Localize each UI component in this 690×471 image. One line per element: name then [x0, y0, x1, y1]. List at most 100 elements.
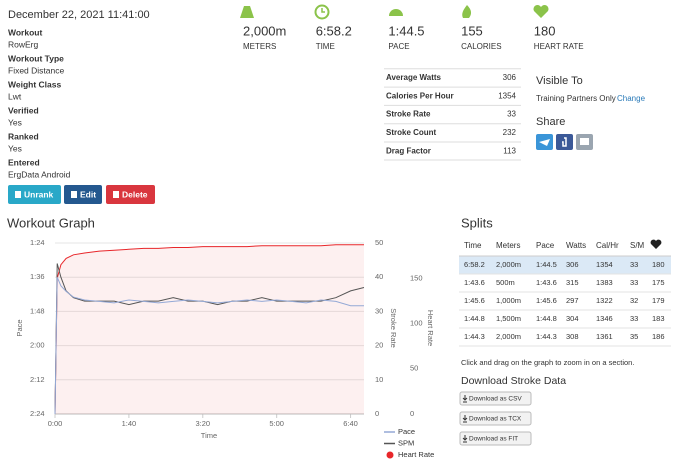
button-icon	[71, 191, 77, 198]
download-icon	[462, 415, 468, 423]
download-button-label: Download as TCX	[469, 416, 522, 423]
graph-title: Workout Graph	[7, 215, 95, 230]
change-link[interactable]: Change	[617, 94, 646, 103]
split-cell: 306	[566, 260, 579, 269]
x-tick-label: 0:00	[48, 419, 63, 428]
stat-value: 155	[461, 23, 483, 38]
detail-label: Workout Type	[8, 53, 64, 63]
time-icon	[314, 4, 330, 20]
stat-label: PACE	[388, 42, 409, 51]
download-button[interactable]	[459, 411, 532, 426]
y2-tick-label: 0	[375, 409, 379, 418]
stat-label: METERS	[243, 42, 276, 51]
summary-label: Stroke Count	[386, 128, 437, 137]
download-title: Download Stroke Data	[461, 375, 566, 387]
stat-value: 180	[534, 23, 556, 38]
legend-label[interactable]: Heart Rate	[398, 450, 434, 459]
split-cell: 1:45.6	[464, 296, 485, 305]
split-cell: 35	[630, 332, 638, 341]
action-button-label: Delete	[122, 189, 148, 199]
heart-rate-icon	[533, 4, 549, 19]
split-cell: 297	[566, 296, 579, 305]
summary-value: 1354	[498, 91, 516, 100]
detail-value: Fixed Distance	[8, 65, 64, 75]
y3-tick-label: 0	[410, 409, 414, 418]
action-button[interactable]	[64, 185, 102, 204]
detail-value: ErgData Android	[8, 169, 71, 179]
y-tick-label: 1:24	[30, 238, 45, 247]
split-cell: 304	[566, 314, 579, 323]
column-header: Watts	[566, 241, 586, 250]
y2-tick-label: 30	[375, 306, 383, 315]
area	[55, 244, 364, 414]
y2-tick-label: 20	[375, 341, 383, 350]
stat-label: TIME	[316, 42, 335, 51]
detail-value: RowErg	[8, 39, 39, 49]
split-cell: 6:58.2	[464, 260, 485, 269]
split-cell: 1322	[596, 296, 613, 305]
distance-icon	[240, 6, 254, 18]
y2-axis-title: Stroke Rate	[389, 308, 398, 348]
split-cell: 2,000m	[496, 332, 521, 341]
column-header: S/M	[630, 241, 645, 250]
split-cell: 1:43.6	[464, 278, 485, 287]
action-button[interactable]	[106, 185, 155, 204]
detail-value: Yes	[8, 117, 22, 127]
summary-value: 113	[503, 146, 516, 155]
split-cell: 308	[566, 332, 579, 341]
split-cell: 1:44.3	[464, 332, 485, 341]
download-button[interactable]	[459, 391, 532, 406]
download-button[interactable]	[459, 431, 532, 446]
legend-label[interactable]: Pace	[398, 427, 415, 436]
split-cell: 175	[652, 278, 665, 287]
stat-icons	[240, 4, 549, 20]
split-cell: 33	[630, 278, 638, 287]
download-icon	[462, 435, 468, 443]
summary-value: 33	[507, 110, 516, 119]
download-button-label: Download as FIT	[469, 436, 518, 443]
stat-value: 2,000m	[243, 23, 286, 38]
y-tick-label: 1:48	[30, 306, 45, 315]
split-cell: 315	[566, 278, 579, 287]
column-header: Time	[464, 241, 482, 250]
split-cell: 500m	[496, 278, 515, 287]
split-cell: 33	[630, 260, 638, 269]
action-button-label: Edit	[80, 189, 96, 199]
stat-label: CALORIES	[461, 42, 501, 51]
action-button-label: Unrank	[24, 189, 54, 199]
summary-label: Stroke Rate	[386, 110, 431, 119]
y3-tick-label: 100	[410, 319, 423, 328]
split-cell: 1383	[596, 278, 613, 287]
column-header: Cal/Hr	[596, 241, 619, 250]
y-tick-label: 2:12	[30, 375, 45, 384]
y-tick-label: 1:36	[30, 272, 45, 281]
split-cell: 1,500m	[496, 314, 521, 323]
y2-tick-label: 10	[375, 375, 383, 384]
y3-tick-label: 150	[410, 273, 423, 282]
column-header: Meters	[496, 241, 520, 250]
facebook-button[interactable]	[556, 134, 573, 150]
action-button[interactable]	[8, 185, 61, 204]
detail-label: Entered	[8, 157, 40, 167]
y-tick-label: 2:24	[30, 409, 45, 418]
split-cell: 183	[652, 314, 665, 323]
stat-value: 6:58.2	[316, 23, 352, 38]
y2-tick-label: 50	[375, 238, 383, 247]
x-axis-title: Time	[201, 431, 217, 440]
detail-label: Workout	[8, 27, 42, 37]
split-cell: 1:44.3	[536, 332, 557, 341]
series-line	[54, 277, 364, 415]
split-cell: 33	[630, 314, 638, 323]
summary-value: 232	[503, 128, 517, 137]
detail-label: Ranked	[8, 131, 39, 141]
download-icon	[462, 395, 468, 403]
legend-marker	[386, 451, 394, 459]
split-cell: 1361	[596, 332, 613, 341]
legend-label[interactable]: SPM	[398, 438, 414, 447]
y2-tick-label: 40	[375, 272, 383, 281]
series-line	[54, 263, 365, 415]
summary-value: 306	[503, 73, 517, 82]
summary-label: Calories Per Hour	[386, 91, 454, 100]
